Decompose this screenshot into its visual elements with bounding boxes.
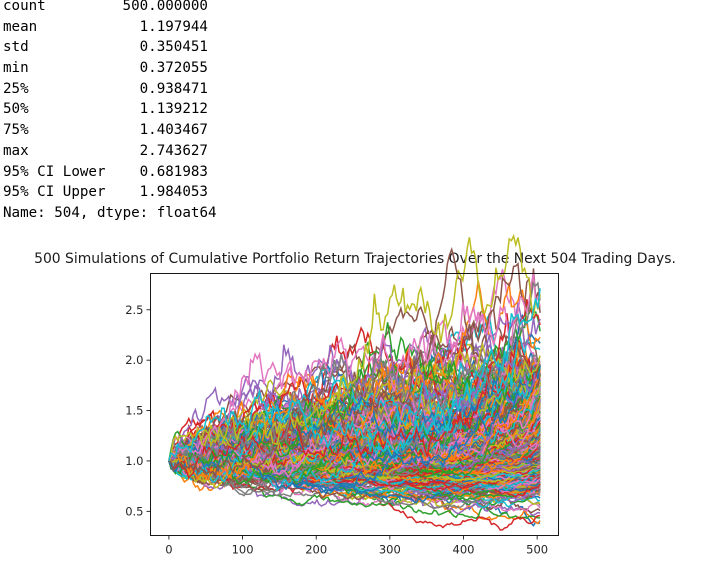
y-tick-label: 1.5 (125, 404, 143, 418)
stat-label: 75% (3, 122, 29, 139)
stat-value: 1.139212 (139, 101, 208, 118)
stat-row-25: 25% 0.938471 (3, 79, 217, 100)
stat-value: 0.372055 (139, 60, 208, 77)
simulation-line (168, 308, 541, 462)
stat-label: min (3, 60, 29, 77)
plot-lines (168, 233, 541, 531)
stat-row-ci-lower: 95% CI Lower 0.681983 (3, 162, 217, 183)
stat-value: 0.681983 (139, 163, 208, 180)
simulation-line (168, 299, 541, 480)
stat-value: 1.984053 (139, 184, 208, 201)
plot-frame (150, 273, 559, 536)
simulation-line (168, 323, 541, 465)
stat-value: 0.350451 (139, 39, 208, 56)
stat-label: max (3, 142, 29, 159)
stat-row-ci-upper: 95% CI Upper 1.984053 (3, 182, 217, 203)
stat-row-mean: mean 1.197944 (3, 17, 217, 38)
x-tick-label: 100 (232, 543, 254, 557)
stat-label: mean (3, 18, 38, 35)
simulation-line (168, 233, 541, 462)
axis-ticks: 0 100 200 300 400 500 0.5 1.0 1.5 2.0 2.5 (125, 303, 548, 557)
stat-value: 500.000000 (122, 0, 208, 14)
series-footer: Name: 504, dtype: float64 (3, 204, 217, 221)
stat-row-50: 50% 1.139212 (3, 99, 217, 120)
stat-value: 1.197944 (139, 18, 208, 35)
stat-label: std (3, 39, 29, 56)
simulation-line (168, 281, 541, 466)
chart-title: 500 Simulations of Cumulative Portfolio … (34, 251, 676, 267)
simulation-line (168, 354, 541, 464)
stat-label: count (3, 0, 46, 14)
x-tick-label: 200 (305, 543, 327, 557)
x-tick-label: 0 (165, 543, 172, 557)
y-tick-label: 0.5 (125, 504, 143, 518)
stat-label: 95% CI Upper (3, 184, 106, 201)
stat-label: 25% (3, 80, 29, 97)
simulation-line (168, 336, 541, 484)
simulation-line (168, 288, 541, 462)
stat-value: 0.938471 (139, 80, 208, 97)
simulation-line (168, 246, 541, 479)
stat-value: 1.403467 (139, 122, 208, 139)
y-tick-label: 2.5 (125, 303, 143, 317)
stat-row-max: max 2.743627 (3, 141, 217, 162)
stat-row-std: std 0.350451 (3, 37, 217, 58)
stat-row-75: 75% 1.403467 (3, 120, 217, 141)
stat-row-count: count 500.000000 (3, 0, 217, 17)
simulation-line (168, 369, 541, 479)
simulation-line (168, 272, 541, 462)
stat-label: 95% CI Lower (3, 163, 106, 180)
describe-output: count 500.000000 mean 1.197944 std 0.350451 mi… (3, 0, 217, 224)
x-tick-label: 500 (526, 543, 548, 557)
y-tick-label: 2.0 (125, 353, 143, 367)
stat-label: 50% (3, 101, 29, 118)
x-tick-label: 300 (379, 543, 401, 557)
y-tick-label: 1.0 (125, 454, 143, 468)
x-tick-label: 400 (453, 543, 475, 557)
stat-row-min: min 0.372055 (3, 58, 217, 79)
simulation-line (168, 365, 541, 495)
stat-value: 2.743627 (139, 142, 208, 159)
